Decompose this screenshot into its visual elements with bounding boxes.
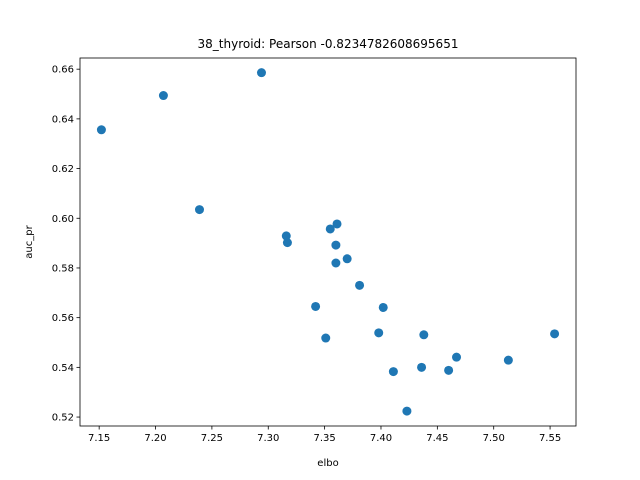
data-point	[194, 205, 204, 215]
x-tick-label: 7.30	[257, 433, 279, 444]
x-axis-label: elbo	[317, 458, 338, 469]
data-point	[321, 333, 331, 343]
y-tick-label: 0.62	[52, 164, 74, 175]
x-tick-label: 7.15	[88, 433, 110, 444]
chart-title: 38_thyroid: Pearson -0.8234782608695651	[198, 37, 459, 51]
y-tick-label: 0.66	[52, 65, 74, 76]
y-tick-label: 0.64	[52, 114, 74, 125]
x-tick-label: 7.25	[201, 433, 223, 444]
data-point	[332, 219, 342, 229]
x-tick-label: 7.55	[539, 433, 561, 444]
data-point	[342, 254, 352, 264]
data-point	[331, 258, 341, 268]
data-point	[96, 125, 106, 135]
data-point	[417, 362, 427, 372]
axis-ticks: 7.15 7.20 7.25 7.30 7.35 7.40 7.45 7.50 7.55 0.52…	[52, 65, 561, 444]
y-tick-label: 0.54	[52, 363, 74, 374]
y-tick-label: 0.52	[52, 413, 74, 424]
x-tick-label: 7.40	[370, 433, 392, 444]
y-tick-label: 0.58	[52, 263, 74, 274]
y-tick-label: 0.60	[52, 214, 74, 225]
data-point	[444, 365, 454, 375]
data-point	[331, 240, 341, 250]
data-point	[355, 280, 365, 290]
data-point	[550, 329, 560, 339]
data-point	[503, 355, 513, 365]
data-point	[378, 302, 388, 312]
x-tick-label: 7.35	[313, 433, 335, 444]
data-point	[311, 301, 321, 311]
data-point	[256, 68, 266, 78]
data-points	[96, 68, 560, 416]
data-point	[388, 367, 398, 377]
data-point	[158, 91, 168, 101]
x-tick-label: 7.45	[426, 433, 448, 444]
data-point	[452, 352, 462, 362]
y-axis-label: auc_pr	[24, 224, 35, 258]
data-point	[281, 231, 291, 241]
data-point	[402, 406, 412, 416]
data-point	[282, 238, 292, 248]
y-tick-label: 0.56	[52, 313, 74, 324]
data-point	[325, 224, 335, 234]
data-point	[374, 328, 384, 338]
x-tick-label: 7.20	[144, 433, 166, 444]
plot-frame	[79, 57, 577, 427]
x-tick-label: 7.50	[483, 433, 505, 444]
data-point	[419, 330, 429, 340]
